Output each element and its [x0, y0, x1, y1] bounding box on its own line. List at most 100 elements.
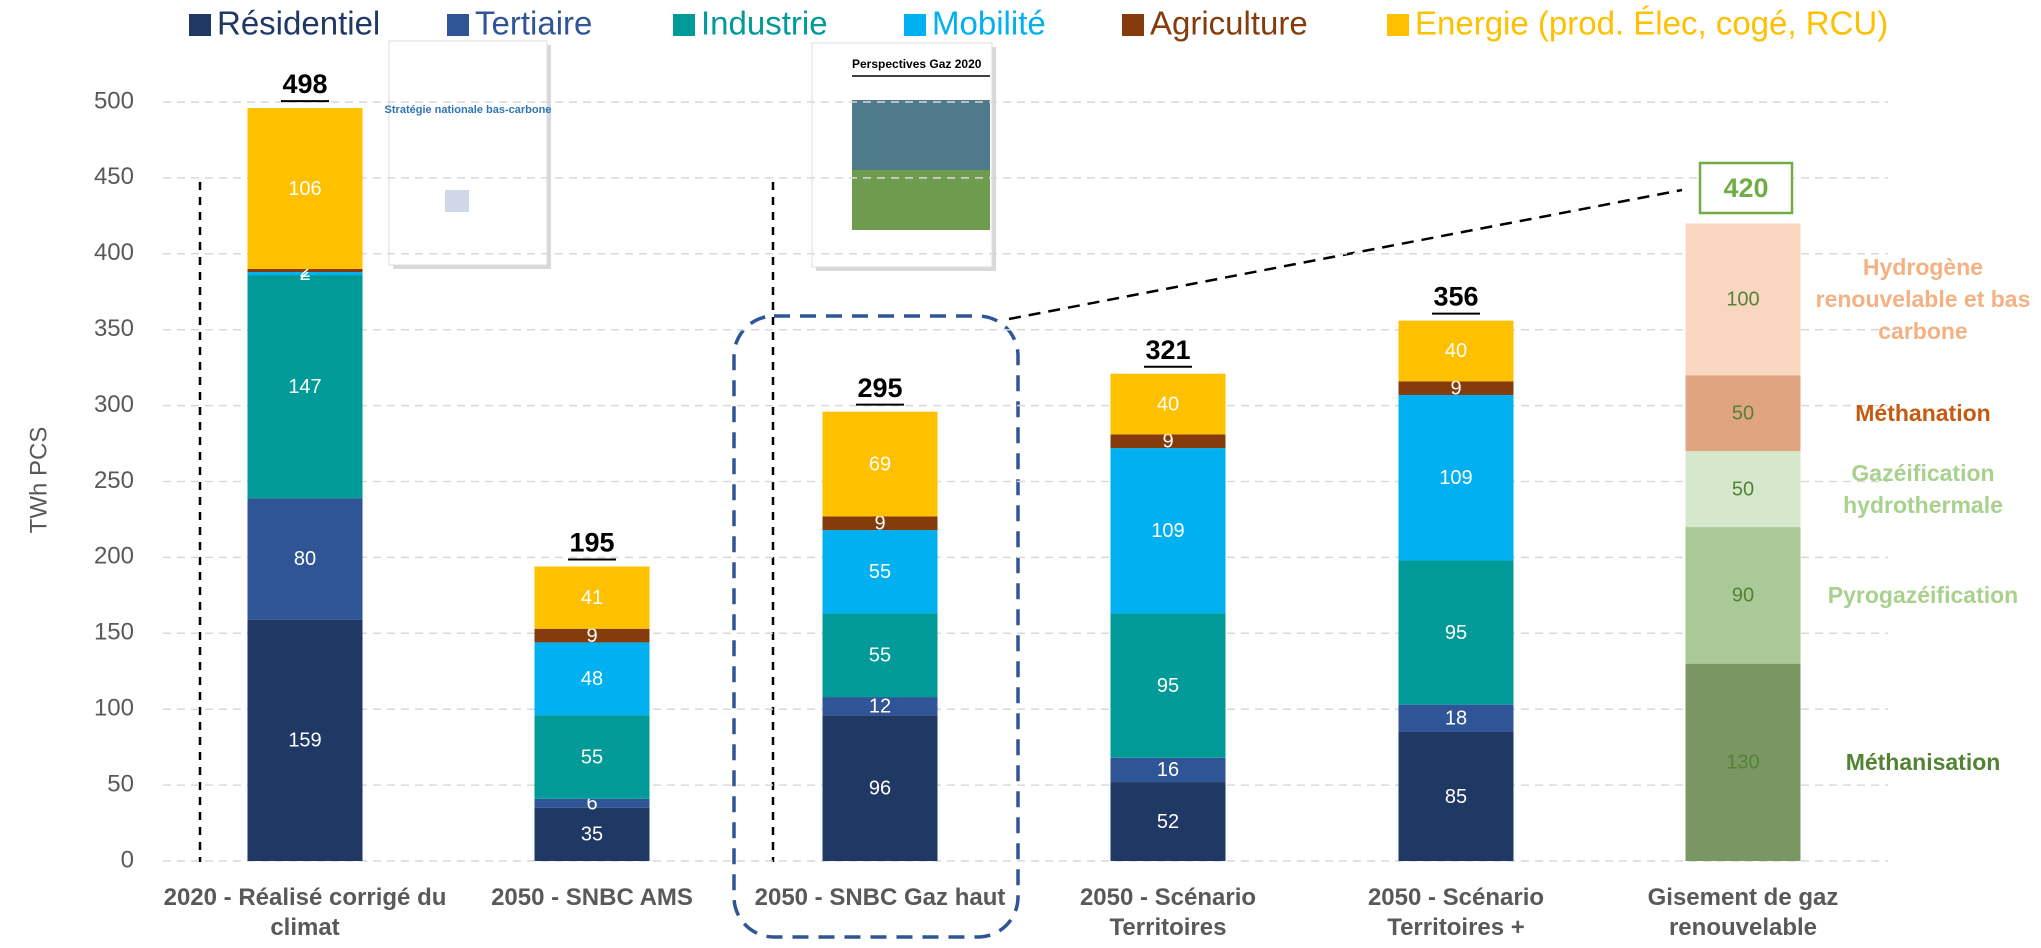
x-tick-label: Gisement de gaz renouvelable: [1647, 884, 1839, 941]
bar-segment: [1398, 381, 1514, 395]
legend-swatch: [447, 14, 469, 36]
bar-segment: [1110, 613, 1226, 758]
bar-segment: [534, 566, 650, 629]
data-label: 40: [1445, 340, 1467, 362]
bar-segment: [1398, 704, 1514, 732]
total-box: [1698, 161, 1794, 215]
bar-segment: [822, 530, 938, 614]
data-label: 41: [581, 587, 603, 609]
bar-segment: [534, 807, 650, 861]
bar-segment: [247, 275, 363, 499]
data-label: 16: [1157, 759, 1179, 781]
bar-segment: [247, 268, 363, 273]
bar-segment: [247, 619, 363, 861]
y-tick-label: 450: [94, 163, 134, 190]
series-label: Pyrogazéification: [1827, 582, 2019, 609]
y-tick-label: 200: [94, 543, 134, 570]
legend-label: Agriculture: [1150, 5, 1308, 42]
data-label: 55: [581, 746, 603, 768]
bar-segment: [1110, 373, 1226, 435]
bar-segment: [822, 715, 938, 861]
bar-segment: [1110, 434, 1226, 449]
bar-segment: [1685, 451, 1801, 528]
bar-segment: [1398, 560, 1514, 705]
cover: Stratégie nationale bas-carbone: [385, 40, 551, 269]
y-tick-label: 250: [94, 467, 134, 494]
data-label: 96: [869, 777, 891, 799]
y-tick-label: 350: [94, 315, 134, 342]
y-tick-label: 500: [94, 87, 134, 114]
data-label: 109: [1151, 520, 1184, 542]
data-label: 6: [586, 793, 597, 815]
y-tick-label: 300: [94, 391, 134, 418]
legend-label: Energie (prod. Élec, cogé, RCU): [1415, 5, 1888, 42]
legend-swatch: [673, 14, 695, 36]
cover-title: Perspectives Gaz 2020: [852, 57, 982, 71]
bar-segment: [247, 272, 363, 276]
bar-segment: [1685, 527, 1801, 664]
bar-segment: [822, 516, 938, 531]
x-tick-label: 2050 - SNBC AMS: [491, 884, 693, 911]
bar-segment: [1398, 394, 1514, 561]
x-tick-label: 2020 - Réalisé corrigé du climat: [163, 884, 447, 941]
series-label: Méthanisation: [1845, 749, 2001, 776]
y-axis-label: TWh PCS: [25, 427, 52, 534]
data-label: 80: [294, 548, 316, 570]
bar-segment: [1685, 375, 1801, 452]
total-label: 295: [857, 373, 902, 403]
data-label: 35: [581, 824, 603, 846]
data-label: 147: [288, 376, 321, 398]
bar-segment: [822, 697, 938, 716]
series-label: Hydrogène renouvelable et bas carbone: [1815, 254, 2031, 345]
data-label: 69: [869, 453, 891, 475]
bar-segment: [822, 613, 938, 698]
data-label: 9: [586, 625, 597, 647]
y-tick-label: 150: [94, 619, 134, 646]
data-label: 48: [581, 668, 603, 690]
bar-segment: [1110, 448, 1226, 614]
y-tick-label: 100: [94, 695, 134, 722]
data-label: 9: [1450, 377, 1461, 399]
legend-swatch: [1387, 14, 1409, 36]
total-label: 195: [569, 528, 614, 558]
x-tick-label: 2050 - SNBC Gaz haut: [754, 884, 1006, 911]
data-label: 9: [1162, 431, 1173, 453]
total-label: 321: [1145, 335, 1190, 365]
x-tick-label: 2050 - Scénario Territoires: [1079, 884, 1257, 941]
data-label: 50: [1732, 478, 1754, 500]
bar-segment: [1398, 731, 1514, 861]
total-label: 420: [1723, 173, 1768, 203]
data-label: 95: [1445, 622, 1467, 644]
x-tick-label: 2050 - Scénario Territoires +: [1367, 884, 1545, 941]
bar-segment: [534, 628, 650, 643]
bar-segment: [247, 108, 363, 269]
y-tick-label: 50: [107, 770, 134, 797]
data-label: 100: [1726, 289, 1759, 311]
bar-segment: [247, 498, 363, 620]
legend-swatch: [1122, 14, 1144, 36]
data-label: 55: [869, 561, 891, 583]
data-label: 90: [1732, 585, 1754, 607]
data-label: 2: [299, 263, 310, 285]
highlight-frame: [732, 314, 1020, 939]
data-label: 159: [288, 730, 321, 752]
data-label: 9: [874, 513, 885, 535]
bar-segment: [534, 642, 650, 716]
bar-segment: [1398, 320, 1514, 382]
data-label: 12: [869, 695, 891, 717]
series-label: Méthanation: [1855, 400, 1991, 427]
bar-segment: [534, 715, 650, 799]
legend-swatch: [904, 14, 926, 36]
bar-segment: [1110, 757, 1226, 783]
cover: Perspectives Gaz 2020: [811, 42, 996, 271]
bar-segment: [1685, 223, 1801, 376]
data-label: 95: [1157, 675, 1179, 697]
data-label: 109: [1439, 467, 1472, 489]
data-label: 106: [288, 178, 321, 200]
bar-segment: [1110, 782, 1226, 861]
total-label: 356: [1433, 282, 1478, 312]
bar-segment: [822, 411, 938, 517]
bar-segment: [534, 798, 650, 808]
legend-label: Résidentiel: [217, 5, 380, 42]
